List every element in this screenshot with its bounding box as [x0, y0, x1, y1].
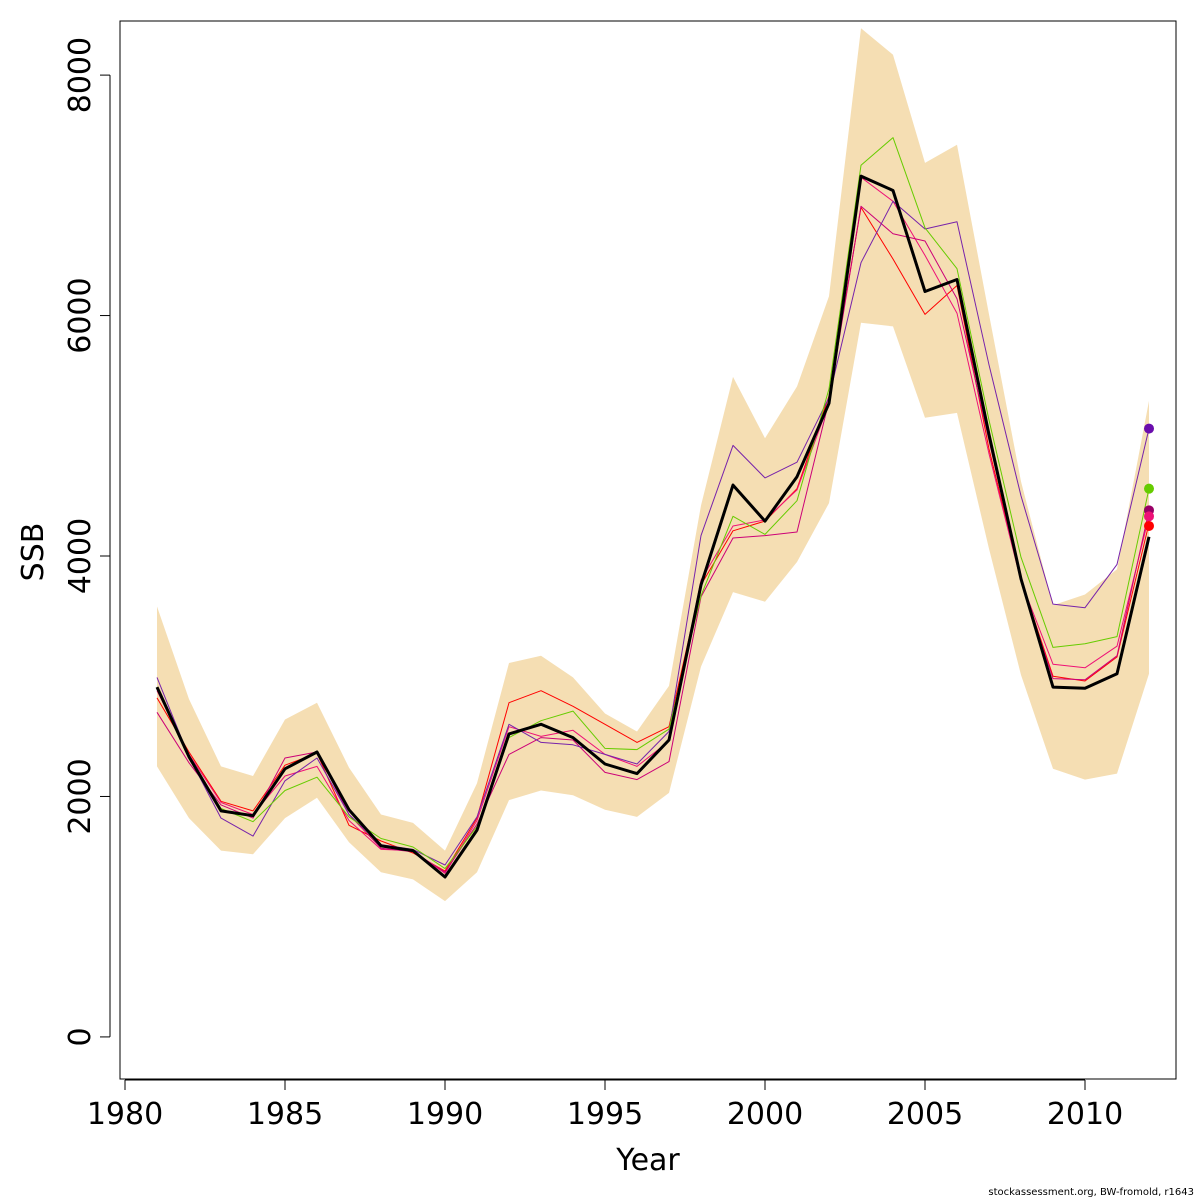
x-tick-label: 2010 — [1047, 1097, 1123, 1132]
credit-text: stockassessment.org, BW-fromold, r1643 — [988, 1187, 1194, 1198]
endpoint-layer — [1144, 423, 1154, 531]
confidence-band — [157, 28, 1149, 902]
y-tick-label: 0 — [63, 1027, 98, 1046]
y-axis: 0 2000 4000 6000 8000 — [63, 37, 111, 1046]
retro-series-line-4 — [156, 200, 1150, 866]
x-axis-title: Year — [615, 1143, 680, 1178]
y-tick-label: 2000 — [63, 758, 98, 834]
confidence-band-layer — [157, 28, 1149, 902]
endpoint-marker-1 — [1144, 423, 1154, 434]
endpoint-marker-5 — [1144, 520, 1154, 531]
retro-series-line-2 — [156, 176, 1150, 874]
plot-frame — [119, 20, 1177, 1080]
x-tick-label: 1985 — [247, 1097, 323, 1132]
y-axis-title: SSB — [16, 523, 51, 582]
x-axis: 1980 1985 1990 1995 2000 2005 2010 — [87, 1079, 1123, 1132]
x-tick-label: 1990 — [407, 1097, 483, 1132]
x-tick-label: 1980 — [87, 1097, 163, 1132]
x-tick-label: 2005 — [887, 1097, 963, 1132]
y-tick-label: 6000 — [63, 277, 98, 353]
y-tick-label: 4000 — [63, 518, 98, 594]
x-tick-label: 2000 — [727, 1097, 803, 1132]
x-tick-label: 1995 — [567, 1097, 643, 1132]
retro-series-line-1 — [156, 206, 1150, 872]
retro-series-line-5 — [156, 137, 1150, 870]
endpoint-marker-2 — [1144, 483, 1154, 494]
endpoint-marker-4 — [1144, 511, 1154, 522]
series-layer — [155, 137, 1151, 879]
y-tick-label: 8000 — [63, 37, 98, 113]
main-series-line — [155, 174, 1151, 879]
